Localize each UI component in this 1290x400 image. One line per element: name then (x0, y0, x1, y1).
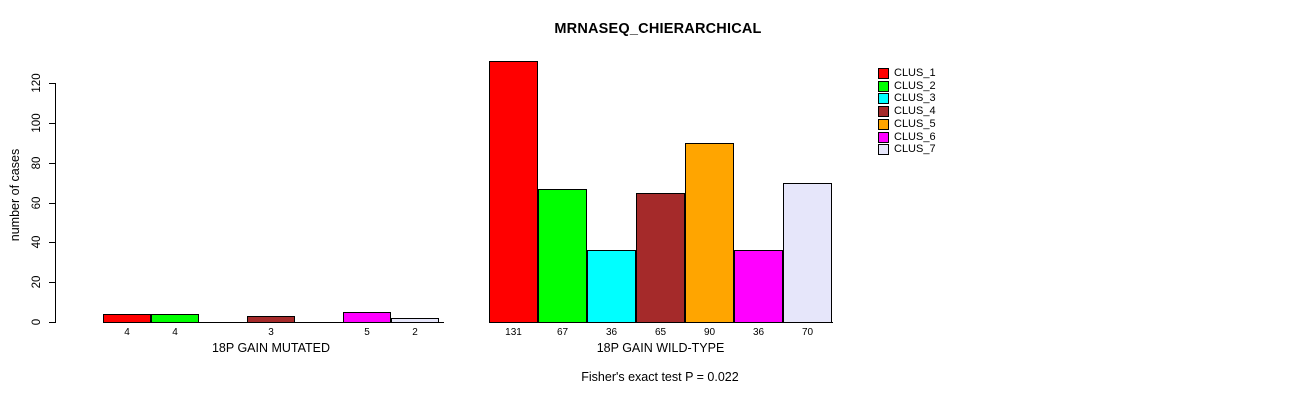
y-axis-tick-label: 0 (31, 318, 43, 326)
y-axis-label: number of cases (8, 148, 22, 242)
y-axis-tick-label: 20 (31, 275, 43, 289)
bar-clus_1-group2 (489, 61, 538, 323)
y-axis-tick (49, 123, 55, 124)
bar-value-label: 131 (505, 327, 522, 338)
chart-title: MRNASEQ_CHIERARCHICAL (554, 21, 762, 37)
bar-value-label: 2 (412, 327, 418, 338)
bar-clus_3-group2 (587, 250, 636, 323)
legend-item-clus_2: CLUS_2 (878, 80, 936, 92)
y-axis-tick-label: 60 (31, 196, 43, 210)
bar-value-label: 67 (556, 327, 569, 338)
y-axis-tick (49, 242, 55, 243)
bar-value-label: 36 (605, 327, 618, 338)
legend-swatch-clus_5 (878, 118, 889, 130)
legend-swatch-clus_4 (878, 105, 889, 117)
bar-value-label: 90 (703, 327, 716, 338)
bar-clus_1-group1 (103, 314, 151, 323)
legend-swatch-clus_7 (878, 143, 889, 155)
legend-label: CLUS_3 (894, 91, 936, 104)
group-label: 18P GAIN MUTATED (211, 341, 331, 355)
legend-item-clus_6: CLUS_6 (878, 131, 936, 143)
bar-value-label: 65 (654, 327, 667, 338)
legend-label: CLUS_7 (894, 142, 936, 155)
bar-clus_2-group2 (538, 189, 587, 323)
bar-value-label: 3 (268, 327, 274, 338)
legend-swatch-clus_3 (878, 92, 889, 104)
y-axis-tick (49, 322, 55, 323)
legend-item-clus_4: CLUS_4 (878, 105, 936, 117)
legend-item-clus_1: CLUS_1 (878, 67, 936, 79)
bar-clus_7-group2 (783, 183, 832, 323)
bar-clus_2-group1 (151, 314, 199, 323)
legend-swatch-clus_6 (878, 131, 889, 143)
group-label: 18P GAIN WILD-TYPE (596, 341, 725, 355)
y-axis-tick-label: 80 (31, 156, 43, 170)
bar-value-label: 36 (752, 327, 765, 338)
bar-clus_6-group1 (343, 312, 391, 323)
bar-clus_7-group1 (391, 318, 439, 323)
bar-clus_4-group1 (247, 316, 295, 323)
legend-swatch-clus_1 (878, 67, 889, 79)
y-axis-tick (49, 163, 55, 164)
y-axis-tick-label: 120 (31, 73, 43, 93)
legend-label: CLUS_4 (894, 104, 936, 117)
statistical-test-caption: Fisher's exact test P = 0.022 (581, 370, 739, 384)
legend-item-clus_5: CLUS_5 (878, 118, 936, 130)
y-axis-tick (49, 282, 55, 283)
legend-label: CLUS_1 (894, 66, 936, 79)
bar-clus_5-group2 (685, 143, 734, 323)
bar-value-label: 4 (172, 327, 178, 338)
legend-item-clus_3: CLUS_3 (878, 92, 936, 104)
y-axis-tick (49, 83, 55, 84)
legend-label: CLUS_2 (894, 79, 936, 92)
legend-swatch-clus_2 (878, 80, 889, 92)
legend-label: CLUS_5 (894, 117, 936, 130)
y-axis-tick (49, 203, 55, 204)
bar-clus_4-group2 (636, 193, 685, 323)
bar-value-label: 70 (801, 327, 814, 338)
y-axis-tick-label: 40 (31, 235, 43, 249)
legend-label: CLUS_6 (894, 130, 936, 143)
legend-item-clus_7: CLUS_7 (878, 143, 936, 155)
bar-value-label: 4 (124, 327, 130, 338)
y-axis-tick-label: 100 (31, 113, 43, 133)
y-axis-line (55, 83, 56, 323)
bar-clus_6-group2 (734, 250, 783, 323)
bar-value-label: 5 (364, 327, 370, 338)
